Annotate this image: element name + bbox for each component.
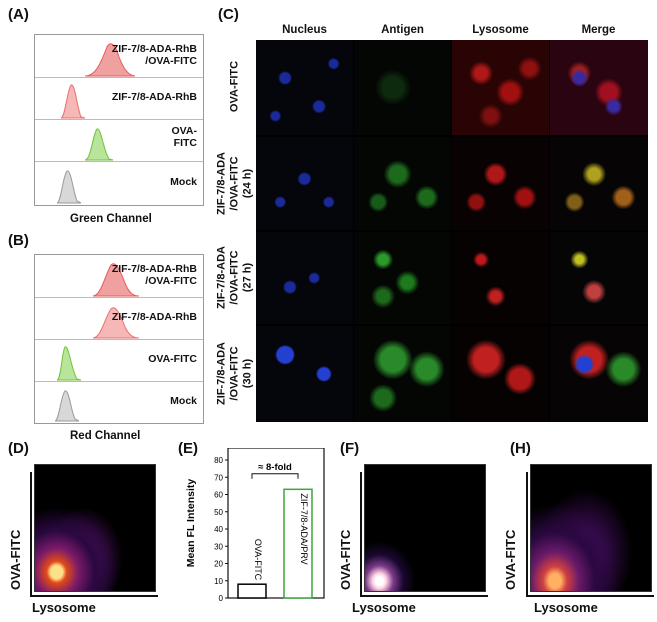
column-header-merge: Merge	[581, 24, 616, 36]
y-tick-label: 70	[214, 473, 223, 482]
row-label: ZIF-7/8-ADA-RhB /OVA-FITC	[111, 263, 197, 287]
bar-1	[283, 488, 313, 599]
image-24h-antigen	[354, 137, 451, 230]
image-30h-merge	[550, 326, 648, 422]
panel-d-letter: (D)	[8, 440, 29, 457]
row-label: OVA- FITC	[171, 125, 197, 149]
panel-d-scatter	[34, 464, 156, 592]
histogram-curve	[56, 346, 82, 381]
image-27h-lysosome	[452, 232, 549, 324]
histogram-curve	[54, 390, 80, 422]
histogram-curve	[84, 128, 114, 161]
panel-b-xlabel: Red Channel	[70, 430, 141, 442]
row-header-label: ZIF-7/8-ADA /OVA-FITC (24 h)	[215, 152, 254, 215]
image-27h-antigen	[354, 232, 451, 324]
panel-e-bar-chart: 0 10 20 30 40 50 60 70 80 Mean FL Intensity OVA-FI…	[185, 448, 325, 602]
histogram-curve	[92, 263, 140, 297]
y-tick-label: 40	[214, 525, 223, 534]
y-tick-label: 60	[214, 491, 223, 500]
y-tick-label: 50	[214, 508, 223, 517]
row-header-4: ZIF-7/8-ADA /OVA-FITC (30 h)	[216, 326, 254, 422]
panel-d-xlabel: Lysosome	[32, 600, 96, 615]
row-header-3: ZIF-7/8-ADA /OVA-FITC (27 h)	[216, 232, 254, 324]
panel-a-row-4: Mock	[35, 161, 203, 204]
row-label: Mock	[170, 176, 197, 188]
y-tick-label: 20	[214, 560, 223, 569]
panel-a-row-1: ZIF-7/8-ADA-RhB /OVA-FITC	[35, 35, 203, 78]
panel-a-row-3: OVA- FITC	[35, 119, 203, 162]
histogram-curve	[92, 307, 140, 339]
column-header-nucleus: Nucleus	[282, 24, 327, 36]
panel-h-y-arrow	[526, 472, 528, 596]
image-30h-antigen	[354, 326, 451, 422]
row-header-1: OVA-FITC	[216, 40, 254, 136]
y-tick-label: 30	[214, 542, 223, 551]
image-27h-nucleus	[256, 232, 353, 324]
panel-b-row-2: ZIF-7/8-ADA-RhB	[35, 297, 203, 340]
column-header-antigen: Antigen	[381, 24, 424, 36]
panel-d-y-arrow	[30, 472, 32, 596]
panel-a-letter: (A)	[8, 6, 29, 23]
panel-b-letter: (B)	[8, 232, 29, 249]
row-label: ZIF-7/8-ADA-RhB	[111, 91, 197, 103]
image-30h-nucleus	[256, 326, 353, 422]
panel-e-letter: (E)	[178, 440, 198, 457]
bar-label: ZIF-7/8-ADA/PRV	[299, 493, 309, 564]
panel-d-ylabel: OVA-FITC	[8, 529, 23, 590]
panel-f-xlabel: Lysosome	[352, 600, 416, 615]
row-label: ZIF-7/8-ADA-RhB /OVA-FITC	[111, 43, 197, 67]
image-24h-lysosome	[452, 137, 549, 230]
panel-b-histograms: ZIF-7/8-ADA-RhB /OVA-FITC ZIF-7/8-ADA-Rh…	[34, 254, 204, 424]
panel-f-x-arrow	[360, 595, 488, 597]
y-tick-label: 0	[219, 594, 224, 602]
chart-frame	[227, 448, 325, 599]
row-label: Mock	[170, 395, 197, 407]
y-tick-label: 80	[214, 456, 223, 465]
panel-f-scatter	[364, 464, 486, 592]
bar-label: OVA-FITC	[253, 539, 263, 581]
image-24h-nucleus	[256, 137, 353, 230]
image-ova-antigen	[354, 40, 451, 135]
image-30h-lysosome	[452, 326, 549, 422]
panel-f-ylabel: OVA-FITC	[338, 529, 353, 590]
panel-h-xlabel: Lysosome	[534, 600, 598, 615]
panel-f-y-arrow	[360, 472, 362, 596]
histogram-curve	[84, 43, 136, 77]
panel-d-x-arrow	[30, 595, 158, 597]
row-label: OVA-FITC	[148, 353, 197, 365]
image-ova-nucleus	[256, 40, 353, 135]
y-axis-label: Mean FL Intensity	[185, 479, 197, 568]
panel-b-row-1: ZIF-7/8-ADA-RhB /OVA-FITC	[35, 255, 203, 298]
panel-a-xlabel: Green Channel	[70, 213, 152, 225]
panel-b-row-4: Mock	[35, 381, 203, 422]
image-24h-merge	[550, 137, 648, 230]
image-27h-merge	[550, 232, 648, 324]
bar-0	[237, 583, 267, 599]
row-label: ZIF-7/8-ADA-RhB	[111, 311, 197, 323]
panel-b-row-3: OVA-FITC	[35, 339, 203, 382]
fold-bracket	[251, 473, 299, 479]
y-tick-label: 10	[214, 577, 223, 586]
panel-h-x-arrow	[526, 595, 654, 597]
column-header-lysosome: Lysosome	[472, 24, 529, 36]
fold-annotation: ≈ 8-fold	[258, 462, 292, 473]
panel-c-letter: (C)	[218, 6, 239, 23]
row-header-2: ZIF-7/8-ADA /OVA-FITC (24 h)	[216, 138, 254, 230]
image-ova-merge	[550, 40, 648, 135]
row-header-label: OVA-FITC	[228, 60, 241, 113]
row-header-label: ZIF-7/8-ADA /OVA-FITC (27 h)	[215, 246, 254, 309]
panel-h-ylabel: OVA-FITC	[503, 529, 518, 590]
histogram-curve	[60, 84, 86, 119]
panel-h-scatter	[530, 464, 652, 592]
row-header-label: ZIF-7/8-ADA /OVA-FITC (30 h)	[215, 342, 254, 405]
panel-f-letter: (F)	[340, 440, 360, 457]
panel-a-histograms: ZIF-7/8-ADA-RhB /OVA-FITC ZIF-7/8-ADA-Rh…	[34, 34, 204, 206]
image-ova-lysosome	[452, 40, 549, 135]
histogram-curve	[56, 170, 82, 204]
panel-a-row-2: ZIF-7/8-ADA-RhB	[35, 77, 203, 120]
panel-h-letter: (H)	[510, 440, 531, 457]
microscopy-grid	[256, 40, 648, 422]
